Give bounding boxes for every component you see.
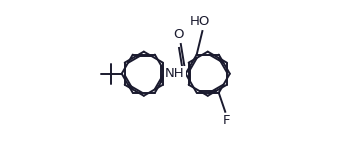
- Text: O: O: [174, 28, 184, 41]
- Text: HO: HO: [190, 15, 210, 28]
- Text: F: F: [223, 114, 230, 127]
- Text: NH: NH: [165, 67, 185, 80]
